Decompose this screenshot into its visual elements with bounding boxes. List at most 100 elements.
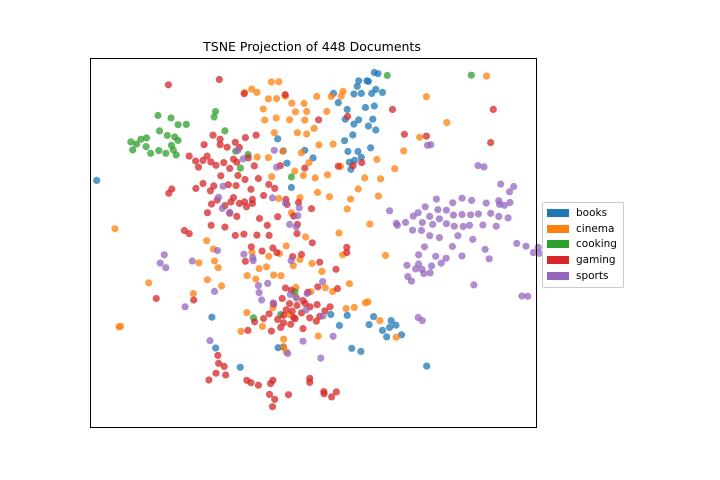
point-gaming bbox=[269, 376, 277, 384]
point-gaming bbox=[271, 395, 279, 403]
point-gaming bbox=[299, 297, 307, 305]
point-gaming bbox=[332, 265, 340, 273]
point-cinema bbox=[311, 174, 319, 182]
point-gaming bbox=[207, 158, 215, 166]
point-cinema bbox=[272, 114, 280, 122]
point-gaming bbox=[252, 131, 260, 139]
point-gaming bbox=[242, 203, 251, 211]
point-sports bbox=[218, 204, 226, 212]
point-cooking bbox=[174, 121, 182, 129]
point-books bbox=[93, 176, 101, 184]
point-books bbox=[368, 89, 376, 97]
point-cinema bbox=[314, 332, 322, 340]
point-books bbox=[343, 311, 351, 319]
point-cinema bbox=[315, 141, 323, 149]
point-gaming bbox=[333, 285, 342, 293]
point-gaming bbox=[422, 132, 430, 140]
point-gaming bbox=[320, 388, 328, 396]
point-cooking bbox=[142, 134, 151, 142]
point-cinema bbox=[262, 263, 271, 271]
point-cinema bbox=[300, 99, 308, 108]
legend-label: sports bbox=[576, 270, 609, 283]
point-cooking bbox=[155, 127, 164, 135]
point-books bbox=[361, 103, 369, 112]
point-gaming bbox=[206, 187, 214, 195]
point-books bbox=[378, 88, 387, 96]
point-cinema bbox=[237, 327, 245, 335]
point-cinema bbox=[323, 171, 332, 179]
point-sports bbox=[474, 210, 482, 218]
point-sports bbox=[284, 349, 292, 358]
point-cooking bbox=[154, 111, 162, 120]
point-gaming bbox=[280, 319, 288, 327]
point-gaming bbox=[240, 230, 248, 238]
point-gaming bbox=[209, 131, 217, 139]
point-cooking bbox=[174, 136, 182, 144]
point-books bbox=[370, 313, 378, 321]
point-cinema bbox=[443, 119, 451, 127]
point-books bbox=[364, 77, 372, 85]
point-books bbox=[309, 154, 317, 162]
point-sports bbox=[480, 163, 488, 171]
point-sports bbox=[470, 281, 478, 289]
point-gaming bbox=[233, 212, 241, 220]
point-sports bbox=[504, 214, 512, 222]
point-gaming bbox=[306, 314, 314, 322]
point-gaming bbox=[332, 388, 340, 396]
point-cinema bbox=[218, 282, 226, 290]
point-sports bbox=[497, 180, 505, 188]
point-sports bbox=[467, 211, 475, 219]
point-gaming bbox=[288, 307, 296, 315]
point-gaming bbox=[334, 162, 342, 170]
point-sports bbox=[481, 245, 489, 253]
point-books bbox=[423, 362, 431, 370]
point-gaming bbox=[199, 156, 207, 164]
legend-swatch bbox=[547, 256, 569, 265]
point-sports bbox=[495, 212, 503, 220]
point-sports bbox=[506, 188, 514, 196]
point-cinema bbox=[343, 205, 351, 213]
point-gaming bbox=[227, 198, 235, 206]
point-gaming bbox=[316, 258, 324, 266]
point-cinema bbox=[323, 107, 331, 116]
point-cinema bbox=[275, 194, 283, 203]
point-books bbox=[348, 344, 356, 352]
point-sports bbox=[417, 226, 426, 235]
point-gaming bbox=[214, 351, 222, 359]
legend-item-gaming: gaming bbox=[543, 252, 623, 268]
point-gaming bbox=[281, 91, 289, 99]
point-books bbox=[374, 70, 382, 78]
point-gaming bbox=[200, 141, 208, 149]
point-cinema bbox=[308, 259, 316, 267]
point-cinema bbox=[310, 124, 318, 132]
point-sports bbox=[268, 194, 277, 202]
plot-frame bbox=[90, 58, 537, 428]
point-cinema bbox=[248, 85, 256, 93]
point-sports bbox=[270, 146, 278, 154]
point-gaming bbox=[241, 175, 249, 184]
point-cinema bbox=[252, 275, 260, 283]
point-sports bbox=[513, 239, 521, 247]
point-sports bbox=[465, 221, 474, 229]
point-sports bbox=[286, 220, 294, 228]
legend-label: cooking bbox=[576, 238, 617, 251]
point-sports bbox=[409, 226, 417, 234]
point-cinema bbox=[483, 72, 491, 80]
point-cinema bbox=[381, 251, 390, 259]
point-gaming bbox=[164, 81, 172, 89]
point-sports bbox=[449, 199, 457, 207]
point-sports bbox=[219, 182, 227, 190]
point-sports bbox=[418, 317, 426, 325]
legend-label: cinema bbox=[576, 222, 615, 235]
point-sports bbox=[426, 269, 434, 277]
point-cinema bbox=[327, 92, 335, 100]
point-sports bbox=[302, 306, 310, 314]
series-books bbox=[93, 68, 431, 371]
point-gaming bbox=[291, 315, 299, 323]
point-books bbox=[392, 321, 400, 329]
point-gaming bbox=[254, 381, 262, 389]
point-cinema bbox=[264, 95, 272, 103]
point-gaming bbox=[343, 243, 351, 251]
point-gaming bbox=[265, 180, 273, 188]
point-sports bbox=[458, 210, 466, 219]
